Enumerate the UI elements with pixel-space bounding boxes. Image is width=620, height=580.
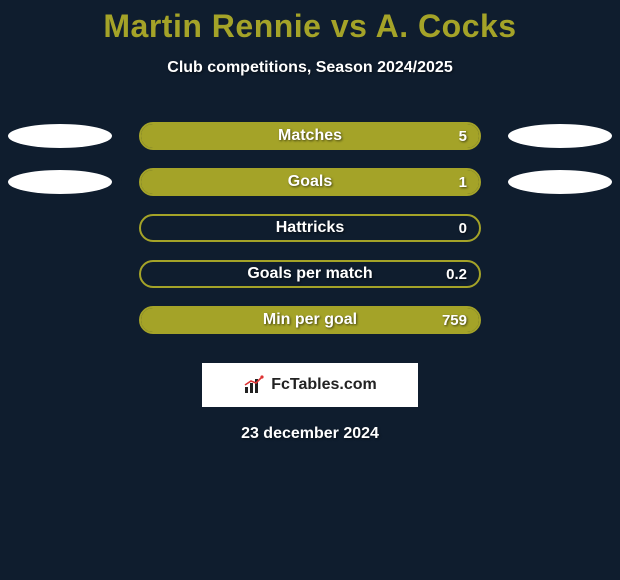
stat-row: Goals1 [0,159,620,205]
stat-label: Hattricks [141,216,479,240]
stat-bar: Hattricks0 [139,214,481,242]
stat-value: 0.2 [446,262,467,286]
stat-label: Goals per match [141,262,479,286]
source-badge-inner: FcTables.com [243,375,377,395]
stat-value: 0 [459,216,467,240]
bar-chart-icon [243,375,265,395]
stat-bar-fill [141,308,479,332]
stat-bar: Goals1 [139,168,481,196]
player-left-marker [8,124,112,148]
stat-bar: Matches5 [139,122,481,150]
player-right-marker [508,124,612,148]
source-badge-text: FcTables.com [271,376,377,394]
comparison-infographic: Martin Rennie vs A. Cocks Club competiti… [0,0,620,580]
stat-row: Min per goal759 [0,297,620,343]
stat-bar: Min per goal759 [139,306,481,334]
page-title: Martin Rennie vs A. Cocks [0,0,620,45]
source-badge: FcTables.com [202,363,418,407]
player-right-marker [508,170,612,194]
stats-list: Matches5Goals1Hattricks0Goals per match0… [0,113,620,343]
stat-bar: Goals per match0.2 [139,260,481,288]
stat-row: Hattricks0 [0,205,620,251]
stat-bar-fill [141,170,479,194]
stat-row: Goals per match0.2 [0,251,620,297]
player-left-marker [8,170,112,194]
stat-row: Matches5 [0,113,620,159]
stat-bar-fill [141,124,479,148]
date-label: 23 december 2024 [0,425,620,443]
subtitle: Club competitions, Season 2024/2025 [0,59,620,77]
